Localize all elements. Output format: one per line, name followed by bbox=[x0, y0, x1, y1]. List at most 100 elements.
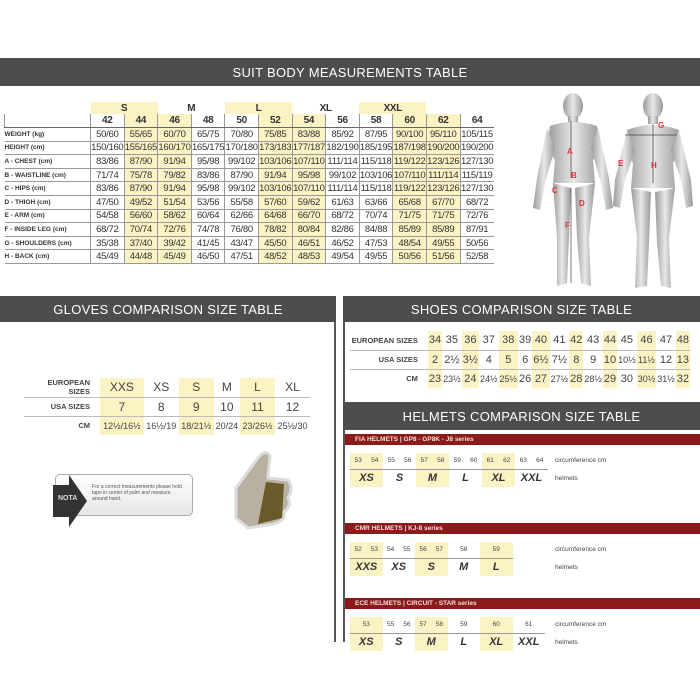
circumference-label: circumference cm bbox=[555, 546, 607, 553]
cell: L bbox=[239, 378, 275, 398]
cell: 9 bbox=[178, 397, 214, 417]
cell: 3½ bbox=[461, 350, 479, 370]
cell: 29 bbox=[602, 369, 618, 388]
table-row: EUROPEAN SIZES XXS XS S M L XL bbox=[24, 378, 310, 398]
circumference-label: circumference cm bbox=[555, 457, 607, 464]
circumference-group: 57 58 bbox=[415, 617, 448, 633]
table-row: F - INSIDE LEG (cm) 68/72 70/74 72/76 74/78 7… bbox=[4, 222, 494, 237]
row-label: D - THIGH (cm) bbox=[4, 195, 91, 210]
cell: 45 bbox=[617, 331, 637, 351]
gloves-title-bar: GLOVES COMPARISON SIZE TABLE bbox=[0, 296, 336, 322]
helmet-size: XXL bbox=[520, 472, 543, 484]
cell: 190/200 bbox=[459, 141, 494, 156]
cell: 51/54 bbox=[157, 195, 192, 210]
table-row: CM 12½/16½ 16½/19 18/21½ 20/24 23/26½ 25½/30 bbox=[24, 416, 310, 435]
shoes-size-table: EUROPEAN SIZES 34 35 36 37 38 39 40 41 42 43 44 45 46… bbox=[350, 331, 690, 388]
cell: 50/60 bbox=[90, 127, 125, 142]
size-header: 52 bbox=[257, 114, 293, 129]
helmet-size: L bbox=[462, 472, 469, 484]
cell: 107/110 bbox=[392, 168, 427, 183]
circumference-group: 52 53 bbox=[350, 542, 383, 558]
helmet-size-row: XS S M L XL XXL bbox=[350, 634, 545, 651]
cell: 63/66 bbox=[358, 195, 393, 210]
circumference-value: 55 bbox=[403, 546, 411, 553]
size-header: 46 bbox=[157, 114, 192, 129]
cell: 84/88 bbox=[358, 222, 393, 237]
cell: 111/114 bbox=[325, 154, 360, 169]
helmet-size: S bbox=[395, 472, 404, 484]
body-measurement-figures: A B C D E F G H bbox=[533, 93, 693, 288]
cell: 30 bbox=[620, 372, 634, 385]
cell: 56/60 bbox=[123, 209, 158, 224]
circumference-value: 63 bbox=[519, 457, 527, 464]
cell: 111/114 bbox=[425, 168, 461, 183]
cell: 91/94 bbox=[157, 181, 192, 197]
cell: 2 bbox=[427, 350, 443, 370]
helmet-size: XXL bbox=[518, 636, 540, 648]
cell: 107/110 bbox=[291, 154, 326, 169]
helmets-title-bar: HELMETS COMPARISON SIZE TABLE bbox=[343, 402, 700, 430]
table-row: D - THIGH (cm) 47/50 49/52 51/54 53/56 55/58 5… bbox=[4, 195, 494, 210]
shoes-title-bar: SHOES COMPARISON SIZE TABLE bbox=[343, 296, 700, 322]
cell: 34 bbox=[427, 331, 443, 351]
cell: 12 bbox=[656, 350, 676, 370]
cell: 39 bbox=[518, 331, 533, 351]
shoes-title: SHOES COMPARISON SIZE TABLE bbox=[410, 301, 633, 317]
helmet-size: XS bbox=[350, 634, 383, 651]
cell: 59/62 bbox=[291, 195, 326, 210]
cell: 107/110 bbox=[291, 181, 326, 197]
circumference-group: 53 54 bbox=[350, 453, 383, 469]
circumference-value: 54 bbox=[371, 457, 379, 464]
cell: 75/78 bbox=[123, 168, 158, 183]
cell: 119/122 bbox=[392, 181, 427, 197]
back-figure bbox=[613, 93, 693, 288]
circumference-value: 56 bbox=[419, 546, 427, 553]
circumference-value: 56 bbox=[404, 457, 412, 464]
circumference-value: 58 bbox=[435, 621, 443, 628]
cell: 70/80 bbox=[224, 127, 259, 142]
corner bbox=[5, 102, 91, 114]
cell: 65/68 bbox=[392, 195, 427, 210]
circumference-value: 57 bbox=[435, 546, 443, 553]
cell: 103/106 bbox=[257, 154, 293, 169]
cell: XS bbox=[143, 378, 179, 398]
cell: 103/106 bbox=[358, 168, 393, 183]
row-label: EUROPEAN SIZES bbox=[350, 331, 428, 351]
cell: 66/70 bbox=[291, 209, 326, 224]
cell: 87/95 bbox=[358, 127, 393, 142]
cell: 48/52 bbox=[257, 249, 293, 265]
cell: 68/72 bbox=[459, 195, 494, 210]
shoes-helmets-panel bbox=[343, 322, 700, 642]
cell: 25½ bbox=[498, 369, 519, 388]
helmet-size-row: XXS XS S M L bbox=[350, 559, 513, 576]
cell: 18/21½ bbox=[178, 416, 214, 435]
cell: 160/170 bbox=[157, 141, 192, 156]
cell: 55/58 bbox=[224, 195, 259, 210]
circumference-group: 61 bbox=[513, 617, 546, 633]
cell: 50/56 bbox=[459, 236, 494, 251]
cell: 127/130 bbox=[459, 181, 494, 197]
cell: 7 bbox=[100, 397, 144, 417]
cell: 37 bbox=[478, 331, 499, 351]
row-label: G - SHOULDERS (cm) bbox=[4, 236, 91, 251]
marker-e: E bbox=[618, 159, 624, 168]
cell: 83/88 bbox=[291, 127, 326, 142]
helmet-size: S bbox=[395, 636, 403, 648]
cell: 13 bbox=[675, 350, 690, 370]
cell: 53/56 bbox=[190, 195, 225, 210]
cell: 48/53 bbox=[291, 249, 326, 265]
circumference-value: 60 bbox=[470, 457, 478, 464]
cell: 115/118 bbox=[358, 154, 393, 169]
row-label: E - ARM (cm) bbox=[4, 209, 91, 224]
circumference-row: 53 55 56 57 58 59 60 61 bbox=[350, 617, 545, 634]
circumference-value: 55 bbox=[387, 621, 395, 628]
cell: 23 bbox=[427, 369, 443, 388]
cell: 57/60 bbox=[257, 195, 293, 210]
cell: 47/50 bbox=[90, 195, 125, 210]
table-row: A - CHEST (cm) 83/86 87/90 91/94 95/98 99/102… bbox=[4, 154, 494, 169]
row-label: A - CHEST (cm) bbox=[4, 154, 91, 169]
circumference-group: 53 bbox=[350, 617, 383, 633]
circumference-group: 54 55 bbox=[383, 542, 416, 558]
circumference-row: 53 54 55 56 57 58 59 60 61 62 63 64 bbox=[350, 453, 548, 470]
size-group-none bbox=[426, 102, 460, 114]
